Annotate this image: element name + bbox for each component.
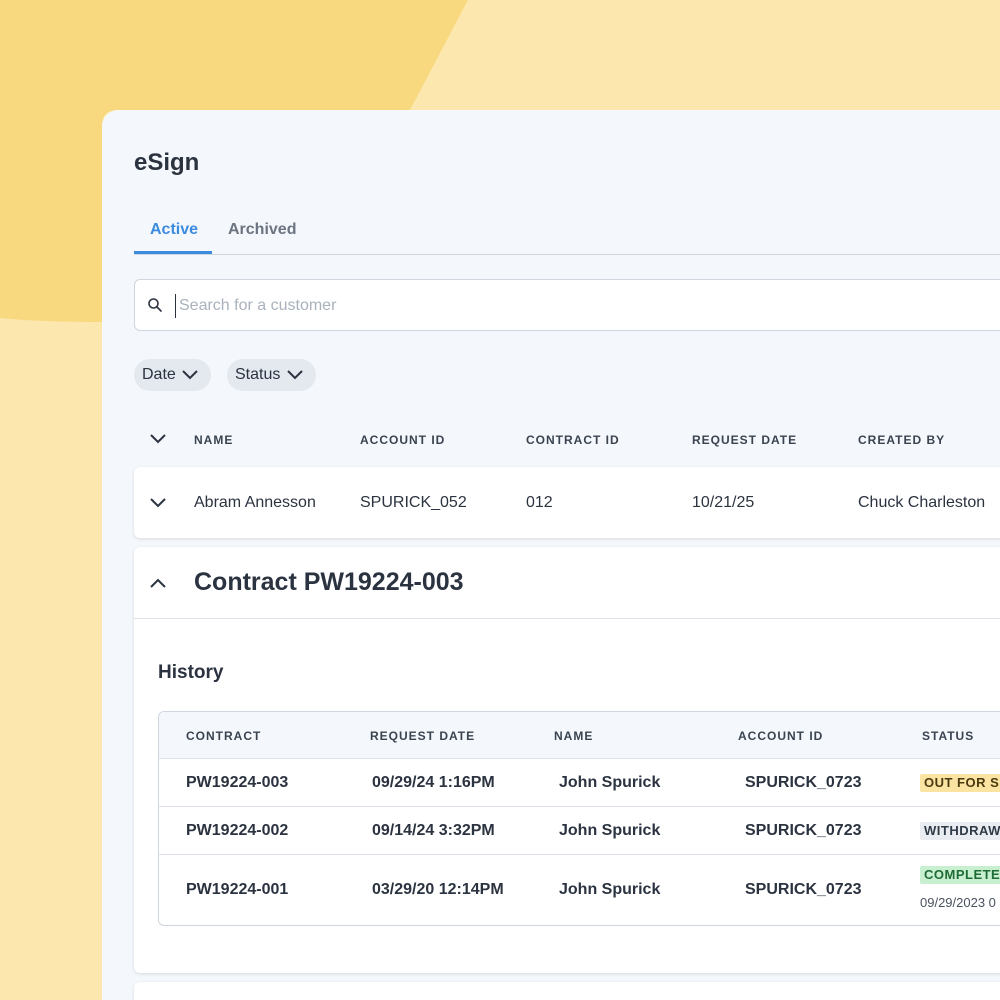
chevron-down-icon <box>287 370 303 380</box>
status-badge: COMPLETE <box>920 866 1000 884</box>
next-row-card[interactable] <box>134 982 1000 1000</box>
tab-active[interactable]: Active <box>150 221 199 238</box>
history-table-header: CONTRACT REQUEST DATE NAME ACCOUNT ID ST… <box>159 712 1000 759</box>
status-badge: WITHDRAWN <box>920 822 1000 840</box>
chevron-down-icon[interactable] <box>149 497 167 509</box>
column-header-account-id[interactable]: ACCOUNT ID <box>360 433 446 447</box>
row-created-by: Chuck Charleston <box>858 494 986 511</box>
history-heading: History <box>158 662 224 683</box>
history-request-date: 03/29/20 12:14PM <box>372 881 504 898</box>
history-col-name: NAME <box>554 729 594 743</box>
status-filter-label: Status <box>235 366 281 383</box>
history-name: John Spurick <box>559 774 661 791</box>
contract-detail-card: Contract PW19224-003 History CONTRACT RE… <box>134 547 1000 973</box>
table-row[interactable]: PW19224-001 03/29/20 12:14PM John Spuric… <box>159 855 1000 925</box>
search-box[interactable] <box>134 279 1000 331</box>
page-title: eSign <box>134 149 200 176</box>
search-icon <box>148 298 162 312</box>
history-table: CONTRACT REQUEST DATE NAME ACCOUNT ID ST… <box>158 711 1000 926</box>
history-account-id: SPURICK_0723 <box>745 881 862 898</box>
row-account-id: SPURICK_052 <box>360 494 467 511</box>
history-contract: PW19224-002 <box>186 822 289 839</box>
chevron-up-icon[interactable] <box>149 577 167 589</box>
tab-archived[interactable]: Archived <box>228 221 297 238</box>
column-header-contract-id[interactable]: CONTRACT ID <box>526 433 620 447</box>
row-name: Abram Annesson <box>194 494 316 511</box>
chevron-down-icon <box>182 370 198 380</box>
history-request-date: 09/14/24 3:32PM <box>372 822 495 839</box>
column-header-request-date[interactable]: REQUEST DATE <box>692 433 798 447</box>
table-row[interactable]: Abram Annesson SPURICK_052 012 10/21/25 … <box>134 467 1000 538</box>
expand-all-chevron-icon[interactable] <box>149 433 167 445</box>
status-badge: OUT FOR SIGNATURE <box>920 774 1000 792</box>
status-date: 09/29/2023 0 <box>920 895 996 910</box>
history-name: John Spurick <box>559 822 661 839</box>
tab-bar: Active Archived <box>134 210 1000 255</box>
search-input[interactable] <box>175 294 975 318</box>
date-filter-label: Date <box>142 366 176 383</box>
date-filter-chip[interactable]: Date <box>134 359 211 391</box>
contract-detail-header[interactable]: Contract PW19224-003 <box>134 547 1000 619</box>
history-account-id: SPURICK_0723 <box>745 822 862 839</box>
history-col-account-id: ACCOUNT ID <box>738 729 824 743</box>
history-account-id: SPURICK_0723 <box>745 774 862 791</box>
history-contract: PW19224-001 <box>186 881 289 898</box>
history-request-date: 09/29/24 1:16PM <box>372 774 495 791</box>
history-col-request-date: REQUEST DATE <box>370 729 476 743</box>
history-col-status: STATUS <box>922 729 975 743</box>
table-row[interactable]: PW19224-002 09/14/24 3:32PM John Spurick… <box>159 807 1000 855</box>
history-name: John Spurick <box>559 881 661 898</box>
active-tab-indicator <box>134 251 212 254</box>
status-filter-chip[interactable]: Status <box>227 359 316 391</box>
row-request-date: 10/21/25 <box>692 494 755 511</box>
column-header-name[interactable]: NAME <box>194 433 234 447</box>
history-col-contract: CONTRACT <box>186 729 262 743</box>
row-contract-id: 012 <box>526 494 553 511</box>
esign-panel: eSign Active Archived Date Status NAME A… <box>102 110 1000 1000</box>
column-header-created-by[interactable]: CREATED BY <box>858 433 946 447</box>
table-row[interactable]: PW19224-003 09/29/24 1:16PM John Spurick… <box>159 759 1000 807</box>
contract-title: Contract PW19224-003 <box>194 568 464 596</box>
history-contract: PW19224-003 <box>186 774 289 791</box>
